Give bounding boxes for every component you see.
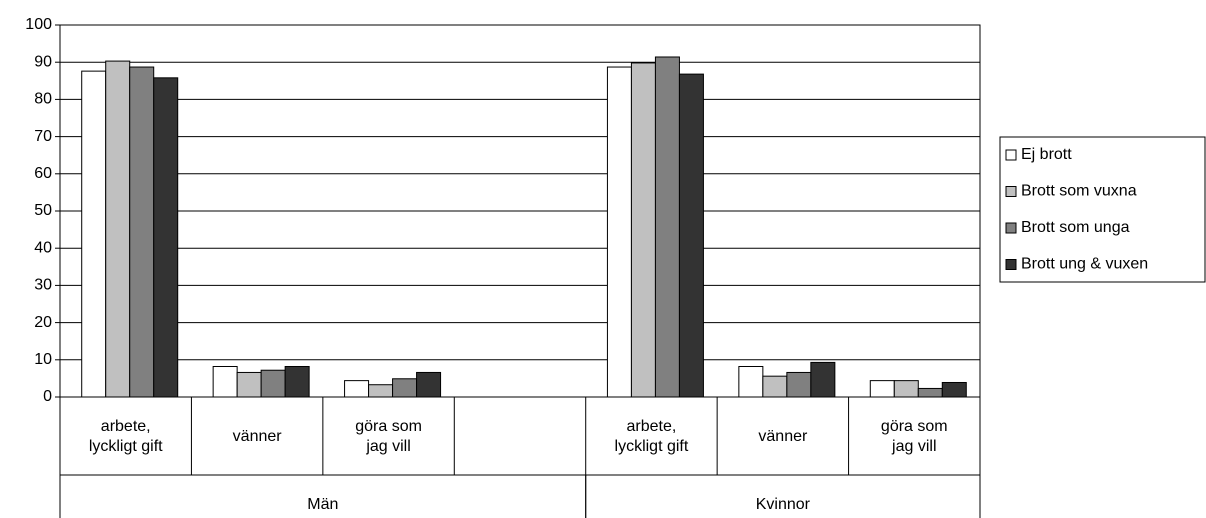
- bar: [260, 369, 286, 398]
- x-tick-label: vänner: [758, 428, 808, 445]
- y-tick-label: 80: [34, 91, 52, 108]
- x-tick-label: arbete, lyckligt gift: [89, 418, 163, 455]
- x-tick-label: göra som jag vill: [881, 418, 948, 455]
- bar: [344, 380, 370, 398]
- y-tick-label: 0: [43, 388, 52, 405]
- bar: [81, 70, 107, 398]
- bar: [392, 378, 418, 398]
- x-tick-label: vänner: [233, 428, 283, 445]
- bar: [810, 361, 836, 398]
- plot-border: [59, 24, 981, 398]
- x-tick-label: arbete, lyckligt gift: [615, 418, 689, 455]
- y-tick-label: 100: [25, 16, 52, 33]
- legend-swatch: [1005, 186, 1017, 197]
- bar: [284, 365, 310, 398]
- group-label: Kvinnor: [756, 496, 811, 513]
- legend-swatch: [1005, 149, 1017, 161]
- y-tick-label: 20: [34, 314, 52, 331]
- bar: [105, 60, 131, 398]
- legend-swatch: [1005, 259, 1017, 270]
- bar: [368, 384, 394, 398]
- bar: [236, 371, 262, 398]
- legend-label: Brott som vuxna: [1021, 183, 1137, 200]
- legend-label: Ej brott: [1021, 146, 1072, 163]
- bar: [129, 66, 155, 398]
- x-tick-label: göra som jag vill: [355, 418, 422, 455]
- legend-label: Brott ung & vuxen: [1021, 256, 1148, 273]
- legend-label: Brott som unga: [1021, 219, 1130, 236]
- bar: [869, 380, 895, 398]
- y-tick-label: 30: [34, 277, 52, 294]
- bar: [654, 56, 680, 398]
- bar: [893, 380, 919, 398]
- bar: [786, 371, 812, 398]
- legend-box: [999, 136, 1206, 283]
- y-tick-label: 70: [34, 128, 52, 145]
- bar: [630, 62, 656, 398]
- legend-swatch: [1005, 222, 1017, 234]
- bar: [212, 365, 238, 398]
- group-label: Män: [307, 496, 338, 513]
- y-tick-label: 60: [34, 165, 52, 182]
- bar: [606, 66, 632, 398]
- bar: [917, 387, 943, 398]
- bar: [762, 375, 788, 398]
- bar: [678, 73, 704, 398]
- bar: [416, 371, 442, 398]
- y-tick-label: 90: [34, 53, 52, 70]
- bar: [941, 381, 967, 398]
- y-tick-label: 50: [34, 202, 52, 219]
- bar: [153, 77, 179, 398]
- y-tick-label: 10: [34, 351, 52, 368]
- y-tick-label: 40: [34, 239, 52, 256]
- bar: [738, 365, 764, 398]
